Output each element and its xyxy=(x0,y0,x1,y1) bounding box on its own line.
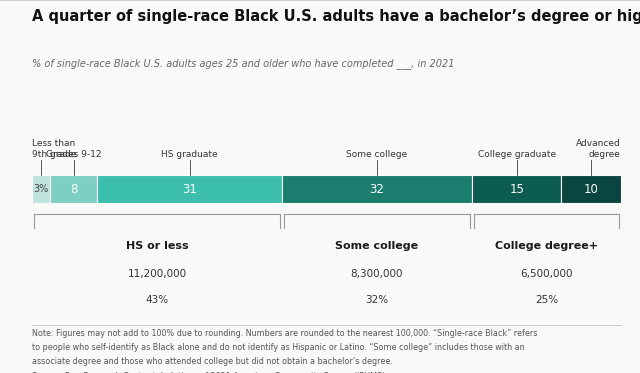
Text: 32%: 32% xyxy=(365,295,388,305)
Text: Some college: Some college xyxy=(346,150,408,159)
Text: 31: 31 xyxy=(182,183,197,196)
Bar xyxy=(561,175,621,203)
Text: Advanced
degree: Advanced degree xyxy=(576,139,621,159)
Text: HS or less: HS or less xyxy=(125,241,188,251)
Text: 15: 15 xyxy=(509,183,524,196)
Text: HS graduate: HS graduate xyxy=(161,150,218,159)
Text: Less than
9th grade: Less than 9th grade xyxy=(32,139,76,159)
Bar xyxy=(32,175,50,203)
Text: 43%: 43% xyxy=(145,295,168,305)
Text: Note: Figures may not add to 100% due to rounding. Numbers are rounded to the ne: Note: Figures may not add to 100% due to… xyxy=(32,329,538,338)
Bar xyxy=(97,175,282,203)
Text: 3%: 3% xyxy=(33,184,49,194)
Text: Some college: Some college xyxy=(335,241,419,251)
Text: % of single-race Black U.S. adults ages 25 and older who have completed ___, in : % of single-race Black U.S. adults ages … xyxy=(32,58,454,69)
Text: 11,200,000: 11,200,000 xyxy=(127,269,186,279)
Text: Source: Pew Research Center tabulations of 2021 American Community Survey (IPUMS: Source: Pew Research Center tabulations … xyxy=(32,372,388,373)
Bar xyxy=(282,175,472,203)
Text: 6,500,000: 6,500,000 xyxy=(520,269,573,279)
Text: 25%: 25% xyxy=(535,295,558,305)
Bar xyxy=(50,175,97,203)
Text: 10: 10 xyxy=(584,183,598,196)
Text: associate degree and those who attended college but did not obtain a bachelor’s : associate degree and those who attended … xyxy=(32,357,393,366)
Text: 32: 32 xyxy=(369,183,385,196)
Text: A quarter of single-race Black U.S. adults have a bachelor’s degree or higher: A quarter of single-race Black U.S. adul… xyxy=(32,9,640,24)
Bar xyxy=(472,175,561,203)
Text: College graduate: College graduate xyxy=(477,150,556,159)
Text: to people who self-identify as Black alone and do not identify as Hispanic or La: to people who self-identify as Black alo… xyxy=(32,343,525,352)
Text: 8,300,000: 8,300,000 xyxy=(351,269,403,279)
Text: 8: 8 xyxy=(70,183,77,196)
Text: Grades 9-12: Grades 9-12 xyxy=(46,150,101,159)
Text: College degree+: College degree+ xyxy=(495,241,598,251)
